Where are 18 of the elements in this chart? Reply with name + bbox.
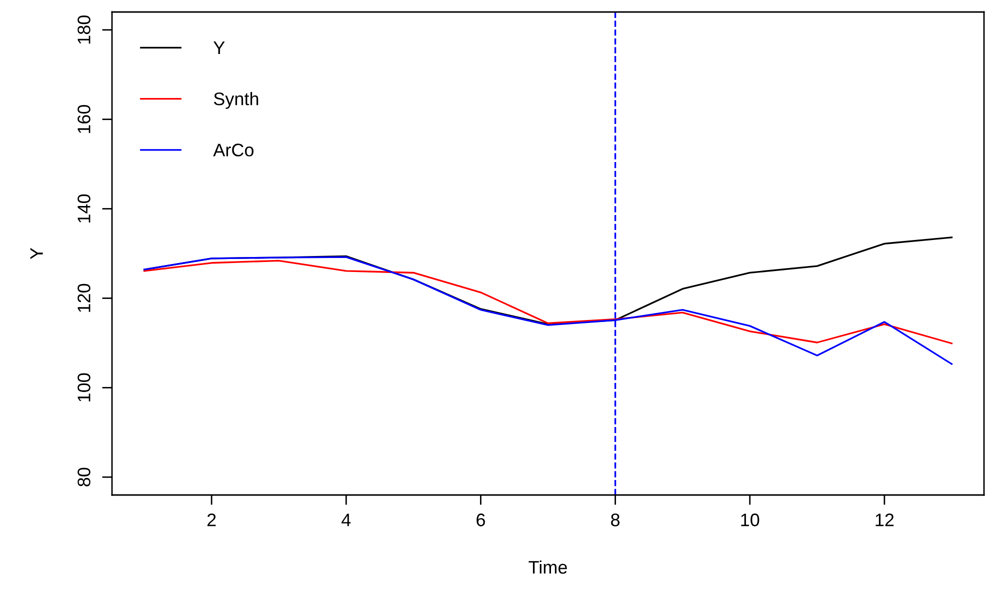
y-tick-label: 140 bbox=[78, 194, 90, 222]
x-tick-label: 4 bbox=[342, 514, 351, 526]
x-tick-label: 8 bbox=[611, 514, 620, 526]
legend-label: Y bbox=[214, 42, 225, 54]
x-tick-label: 2 bbox=[207, 514, 216, 526]
line-series bbox=[143, 260, 953, 344]
x-axis-title: Time bbox=[528, 560, 567, 574]
x-tick-label: 6 bbox=[476, 514, 485, 526]
legend-label: ArCo bbox=[213, 144, 254, 156]
y-tick-label: 100 bbox=[78, 373, 90, 402]
y-tick-label: 80 bbox=[78, 468, 90, 486]
y-tick-label: 120 bbox=[78, 284, 90, 312]
x-tick-label: 12 bbox=[876, 514, 894, 526]
legend-label: Synth bbox=[214, 92, 258, 109]
y-axis-title: Y bbox=[30, 248, 43, 260]
x-tick-label: 10 bbox=[741, 514, 760, 526]
y-tick-label: 180 bbox=[78, 16, 90, 44]
y-tick-label: 160 bbox=[78, 104, 90, 134]
